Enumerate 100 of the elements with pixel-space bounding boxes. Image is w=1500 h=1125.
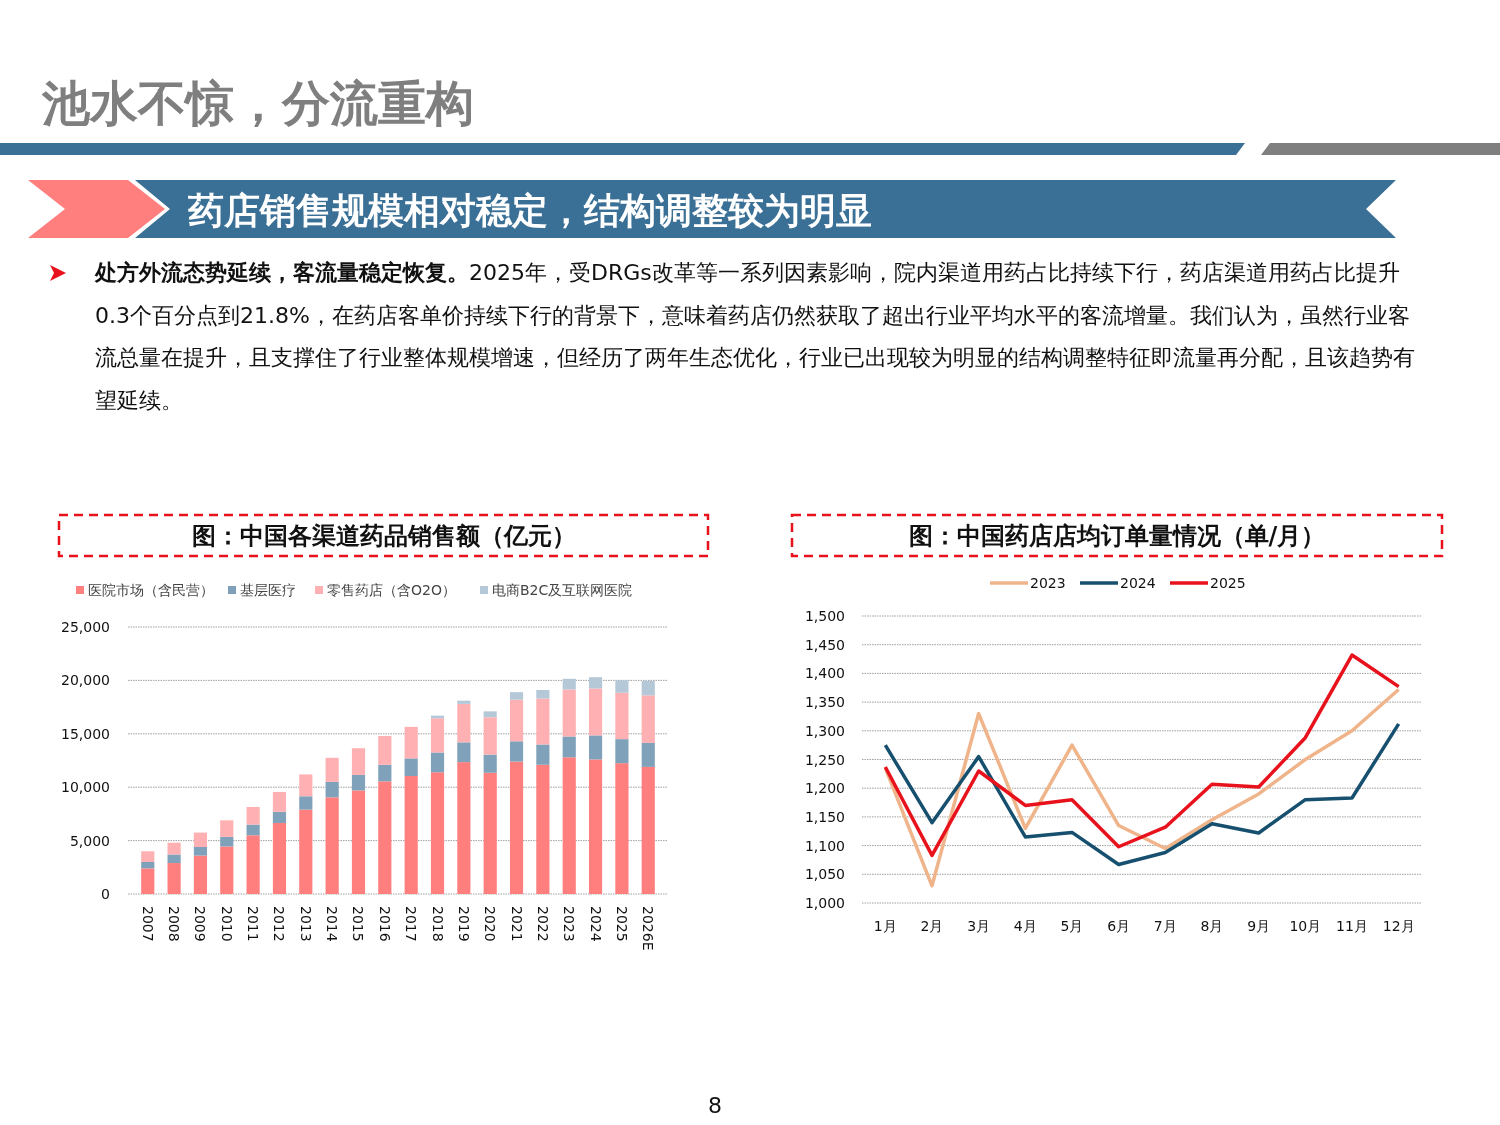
bar xyxy=(588,735,603,760)
x-tick-label: 2014 xyxy=(324,906,341,942)
y-tick-label: 1,200 xyxy=(804,780,845,797)
bar xyxy=(351,790,366,894)
bar xyxy=(378,764,392,782)
chart-title: 图：中国各渠道药品销售额（亿元） xyxy=(191,522,576,550)
x-tick-label: 2022 xyxy=(534,906,551,942)
line-series xyxy=(883,687,1401,888)
bar xyxy=(641,742,655,767)
bar xyxy=(509,692,524,700)
y-tick-label: 0 xyxy=(101,886,110,902)
bar xyxy=(272,822,287,894)
x-tick-label: 12月 xyxy=(1382,918,1415,934)
x-tick-label: 1月 xyxy=(873,918,897,934)
legend-label: 电商B2C及互联网医院 xyxy=(492,582,633,598)
x-tick-label: 2012 xyxy=(271,906,288,942)
bar xyxy=(430,752,445,773)
bar xyxy=(562,736,576,758)
bar xyxy=(299,809,313,894)
bar xyxy=(246,806,260,825)
bar xyxy=(141,868,155,894)
bar xyxy=(615,692,629,740)
x-tick-label: 2026E xyxy=(640,906,657,951)
legend-label: 2023 xyxy=(1030,575,1066,591)
bar xyxy=(588,677,603,689)
x-tick-label: 2025 xyxy=(613,906,630,942)
bar xyxy=(483,711,497,718)
bar xyxy=(536,698,550,745)
bar xyxy=(615,763,629,894)
y-tick-label: 20,000 xyxy=(61,672,110,689)
bar xyxy=(641,695,655,743)
y-tick-label: 1,300 xyxy=(804,722,845,739)
bar xyxy=(430,718,445,753)
bar xyxy=(167,842,181,855)
bar xyxy=(509,761,524,894)
bar xyxy=(509,699,524,742)
chart-title: 图：中国药店店均订单量情况（单/月） xyxy=(908,522,1326,550)
bar xyxy=(299,796,313,810)
bar xyxy=(193,832,208,848)
bar xyxy=(457,742,471,763)
text: 池水不惊，分流重构 xyxy=(41,75,474,131)
y-tick-label: 1,400 xyxy=(804,665,845,682)
y-tick-label: 1,100 xyxy=(804,837,845,854)
bar xyxy=(141,861,155,869)
legend-label: 基层医疗 xyxy=(240,582,296,598)
y-tick-label: 1,500 xyxy=(804,608,845,624)
x-tick-label: 2020 xyxy=(482,906,499,942)
bar xyxy=(509,741,524,762)
bar xyxy=(588,688,603,736)
y-tick-label: 10,000 xyxy=(61,779,110,796)
x-tick-label: 2011 xyxy=(245,906,262,942)
bar xyxy=(536,764,550,894)
y-tick-label: 25,000 xyxy=(61,619,110,635)
x-tick-label: 6月 xyxy=(1107,918,1131,934)
y-tick-label: 1,450 xyxy=(804,636,845,653)
bar xyxy=(351,774,366,791)
x-tick-label: 2010 xyxy=(218,906,235,942)
x-tick-label: 2023 xyxy=(561,906,578,942)
bar xyxy=(457,703,471,743)
bar xyxy=(404,726,418,759)
x-tick-label: 4月 xyxy=(1013,918,1037,934)
x-tick-label: 2月 xyxy=(920,918,944,934)
x-tick-label: 9月 xyxy=(1247,918,1271,934)
legend-label: 零售药店（含O2O） xyxy=(327,582,456,598)
x-tick-label: 3月 xyxy=(967,918,991,934)
bar xyxy=(641,680,655,696)
y-tick-label: 1,250 xyxy=(804,751,845,768)
x-tick-label: 2019 xyxy=(455,906,472,942)
text: 处方外流态势延续，客流量稳定恢复。 xyxy=(95,260,469,285)
bar xyxy=(351,748,366,775)
bar xyxy=(404,775,418,894)
x-tick-label: 2017 xyxy=(403,906,420,942)
x-tick-label: 2013 xyxy=(297,906,314,942)
x-tick-label: 2016 xyxy=(376,906,393,942)
bar xyxy=(536,744,550,765)
text: 8 xyxy=(708,1093,722,1118)
bar xyxy=(562,689,576,737)
y-tick-label: 1,000 xyxy=(804,895,845,911)
bar xyxy=(483,754,497,773)
bar xyxy=(272,811,287,823)
bar xyxy=(193,855,208,894)
line-series xyxy=(883,653,1401,858)
bar xyxy=(246,835,260,894)
y-tick-label: 1,150 xyxy=(804,808,845,825)
x-tick-label: 2015 xyxy=(350,906,367,942)
x-tick-label: 7月 xyxy=(1153,918,1177,934)
bar xyxy=(325,757,339,782)
bar xyxy=(272,792,287,812)
legend-label: 2025 xyxy=(1210,575,1246,591)
bar xyxy=(615,739,629,764)
bar xyxy=(378,735,392,765)
bar xyxy=(536,690,550,699)
bar xyxy=(246,824,260,836)
bar xyxy=(378,781,392,894)
x-tick-label: 2024 xyxy=(587,906,604,942)
y-tick-label: 1,350 xyxy=(804,694,845,711)
bar xyxy=(483,772,497,894)
bar xyxy=(220,836,234,847)
bar xyxy=(404,758,418,776)
bar xyxy=(615,680,629,693)
